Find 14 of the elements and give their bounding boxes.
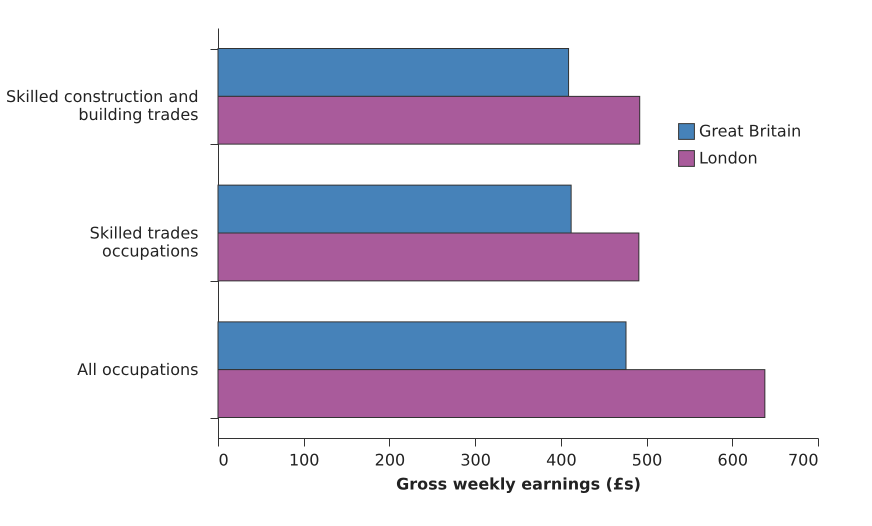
x-tick-label: 100 [288,450,320,470]
y-tick-label: Skilled trades occupations [90,224,198,260]
x-tick-label: 0 [218,450,229,470]
x-tick-label: 200 [374,450,406,470]
x-tick-label: 700 [788,450,818,470]
y-tick-label: All occupations [77,360,198,380]
x-tick-label: 600 [718,450,748,470]
x-tick-label: 300 [460,450,491,470]
legend-label: Great Britain [699,122,802,140]
legend-label: London [699,148,758,168]
x-tick-label: 500 [632,450,662,470]
x-tick-label: 400 [546,450,577,470]
x-axis-title: Gross weekly earnings (£s) [396,474,641,494]
y-tick-label: Skilled construction and building trades [6,86,198,124]
